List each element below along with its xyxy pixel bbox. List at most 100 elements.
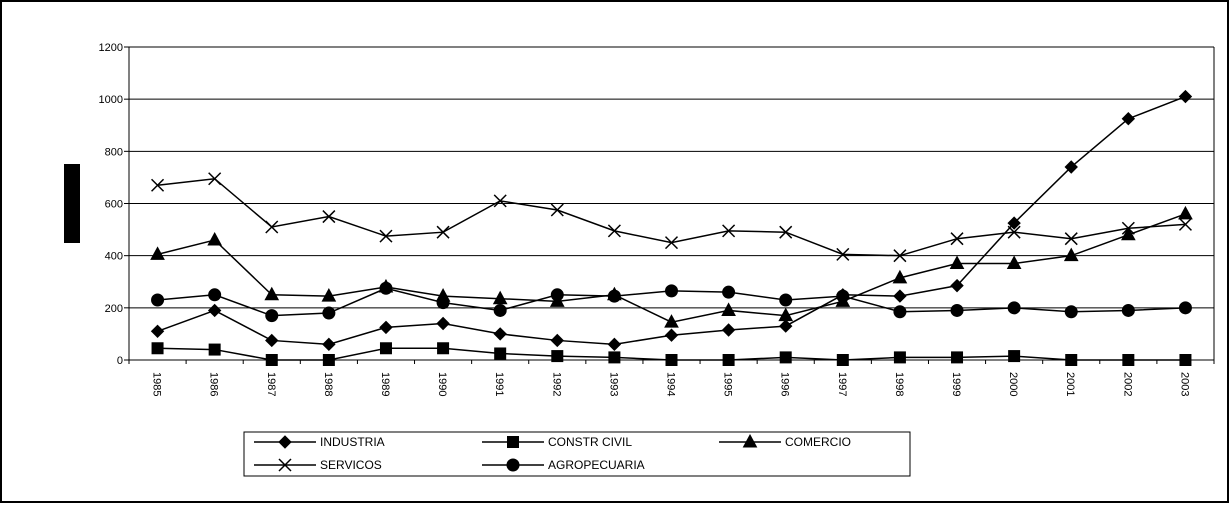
data-point [151,293,165,307]
data-point [1065,354,1078,366]
legend: INDUSTRIA CONSTR CIVIL COMERCIO SERVICOS AGR… [243,431,911,477]
data-point [951,351,964,364]
data-point [949,255,965,269]
y-tick-labels: 0 200 400 600 800 1000 1200 [99,42,123,367]
data-point [265,333,279,348]
data-point [265,220,279,234]
x-tick-label: 2001 [1064,372,1076,396]
data-point [608,351,621,364]
data-point [778,307,794,322]
data-point [1179,354,1192,366]
series-servicos [151,172,1192,263]
data-point [150,324,165,339]
data-point [379,229,393,243]
data-point [151,342,164,355]
data-point [950,303,964,317]
y-tick-label: 600 [105,199,123,211]
data-point [1008,350,1021,363]
data-point [493,194,507,208]
data-point [1006,255,1022,269]
axes [124,46,1215,364]
legend-marker [507,436,519,448]
x-tick-label: 1993 [607,372,619,396]
x-tick-label: 1987 [265,372,277,396]
data-point [379,320,393,335]
legend-label: CONSTR CIVIL [548,435,632,449]
data-point [1007,301,1021,315]
data-point [893,305,907,319]
series-comercio [150,205,1193,328]
data-point [437,342,450,355]
data-point [1121,221,1135,235]
data-point [893,249,907,263]
series-group [150,89,1193,366]
data-point [607,337,622,352]
data-point [436,296,450,310]
legend-box [243,431,911,477]
data-point [721,323,736,337]
data-point [779,293,793,307]
data-point [322,210,336,224]
legend-entry: INDUSTRIA [254,435,385,449]
data-point [1121,303,1135,317]
data-point [550,203,564,217]
data-point [321,288,337,302]
data-point [950,278,964,293]
data-point [665,284,678,298]
data-point [1178,301,1192,315]
series-line [157,213,1186,323]
x-tick-label: 1998 [893,372,905,396]
x-tick-labels: 1985 1986 1987 1988 1989 1990 1991 1992 1993 1994… [151,372,1191,396]
data-point [322,306,336,320]
data-point [1178,217,1192,231]
data-point [151,178,165,192]
legend-marker [278,458,292,472]
data-point [779,319,793,333]
data-point [893,289,907,303]
x-tick-label: 1994 [665,372,677,396]
data-point [836,354,849,366]
data-point [493,303,507,317]
data-point [665,354,678,366]
data-point [1178,89,1193,104]
y-tick-label: 1000 [99,94,123,106]
data-point [1121,112,1136,126]
data-point [208,288,222,302]
gridlines [129,46,1215,360]
legend-label: AGROPECUARIA [548,458,645,472]
x-tick-label: 2000 [1007,372,1019,396]
data-point [322,354,335,366]
data-point [722,224,736,238]
x-tick-label: 1989 [379,372,391,396]
data-point [779,225,793,239]
data-point [436,316,450,331]
x-tick-label: 1999 [950,372,962,396]
x-tick-label: 1986 [208,372,220,396]
data-point [493,327,507,341]
data-point [1064,305,1078,319]
data-point [492,290,508,305]
data-point [1007,216,1021,230]
data-point [664,314,679,328]
y-tick-label: 1200 [99,42,123,54]
data-point [836,247,850,261]
y-tick-label: 800 [105,146,123,158]
data-point [664,236,679,250]
data-point [779,351,792,364]
data-point [208,343,221,356]
x-tick-label: 1988 [322,372,334,396]
legend-marker [506,458,520,472]
ylabel-block [64,164,80,243]
legend-label: SERVICOS [320,458,382,472]
legend-label: COMERCIO [785,435,851,449]
data-point [893,351,906,364]
data-point [1122,354,1135,366]
data-point [607,224,621,238]
x-tick-label: 1992 [550,372,562,396]
y-tick-label: 0 [117,355,123,367]
data-point [1063,247,1079,262]
data-point [722,285,736,299]
y-tick-label: 200 [105,303,123,315]
legend-marker [742,433,758,448]
